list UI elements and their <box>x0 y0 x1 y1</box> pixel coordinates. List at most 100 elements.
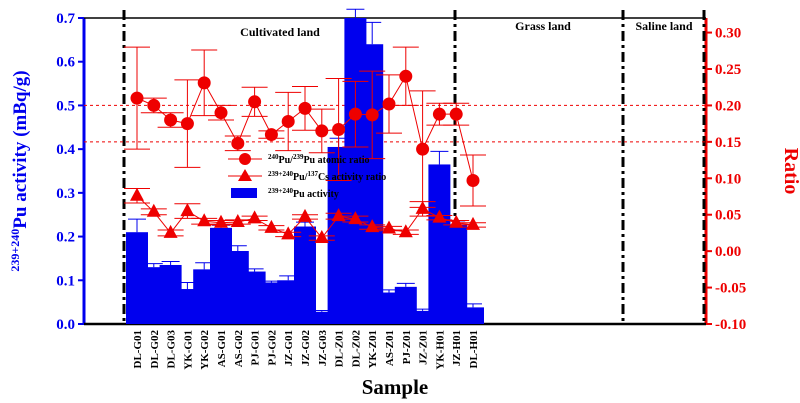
triangle-point-yk-g01 <box>180 203 195 217</box>
triangle-point-yk-z01 <box>365 219 380 233</box>
ratio-series <box>124 46 486 244</box>
legend-atomic-sup1: 240 <box>268 153 279 161</box>
legend-triangle-marker <box>238 169 252 181</box>
legend-cs-mid: Pu/ <box>293 172 308 183</box>
triangle-point-dl-g03 <box>163 224 178 238</box>
triangle-point-dl-h01 <box>466 216 480 230</box>
circle-point-as-g02 <box>231 136 245 150</box>
circle-point-dl-z01 <box>332 122 346 136</box>
circle-point-dl-z02 <box>348 107 362 121</box>
circle-point-pj-g02 <box>264 128 278 142</box>
right-y-ticks: -0.10 -0.05 0.00 0.05 0.10 0.15 0.20 0.25 0.30 <box>706 26 746 333</box>
x-tick-label-pj-z01: PJ-Z01 <box>401 330 413 364</box>
legend-circle-marker <box>239 153 251 165</box>
bar-pj-z01 <box>394 286 417 324</box>
legend-item-atomic-ratio: 240Pu/239Pu atomic ratio <box>228 153 370 166</box>
left-y-ticks: 0.0 0.1 0.2 0.3 0.4 0.5 0.6 0.7 <box>56 11 84 333</box>
legend: 240Pu/239Pu atomic ratio 239+240Pu/137Cs… <box>228 153 386 200</box>
left-y-axis-title: 239+240Pu activity (mBq/g) <box>8 70 31 271</box>
legend-activity-main: Pu activity <box>293 189 339 200</box>
x-tick-label-jz-g03: JZ-G03 <box>317 330 329 367</box>
left-tick-label-7: 0.7 <box>56 11 75 27</box>
circle-point-pj-g01 <box>248 95 262 109</box>
left-tick-label-0: 0.0 <box>56 317 75 333</box>
triangle-point-yk-h01 <box>432 209 447 223</box>
left-tick-label-4: 0.4 <box>56 142 75 158</box>
x-tick-label-yk-z01: YK-Z01 <box>367 330 379 369</box>
bar-jz-g01 <box>277 280 300 324</box>
x-tick-label-jz-h01: JZ-H01 <box>451 330 463 366</box>
triangle-point-as-z01 <box>382 220 396 234</box>
svg-text:239+240Pu activity: 239+240Pu activity <box>268 187 339 200</box>
bar-as-g01 <box>210 227 232 324</box>
triangle-point-pj-z01 <box>398 224 413 238</box>
x-tick-label-pj-g01: PJ-G01 <box>250 330 262 365</box>
circle-point-dl-g03 <box>164 113 178 127</box>
circle-point-jz-z01 <box>416 142 430 156</box>
triangle-point-pj-g02 <box>264 219 279 233</box>
right-tick-label-5: 0.15 <box>715 135 741 151</box>
reference-lines <box>84 104 706 143</box>
right-tick-label-8: 0.30 <box>715 26 741 42</box>
left-y-axis-title-sup: 239+240 <box>8 229 22 272</box>
circle-point-yk-h01 <box>432 107 446 121</box>
legend-cs-main: Cs activity ratio <box>318 172 386 183</box>
legend-atomic-sup2: 239 <box>293 153 304 161</box>
region-label-grass: Grass land <box>515 19 571 33</box>
circle-point-yk-z01 <box>365 108 379 122</box>
triangle-point-dl-z02 <box>348 211 363 225</box>
circle-point-pj-z01 <box>399 69 413 83</box>
legend-bar-swatch <box>231 188 257 198</box>
bar-dl-g01 <box>126 232 148 324</box>
bar-dl-g03 <box>159 264 182 324</box>
circle-point-as-z01 <box>382 97 396 111</box>
circle-point-dl-h01 <box>466 173 480 187</box>
x-tick-label-dl-g03: DL-G03 <box>166 330 178 369</box>
x-tick-label-jz-z01: JZ-Z01 <box>418 330 430 365</box>
circle-point-yk-g02 <box>197 76 211 90</box>
triangle-point-dl-g01 <box>130 187 144 201</box>
triangle-point-jz-z01 <box>415 200 430 214</box>
bar-yk-g02 <box>193 269 216 324</box>
x-tick-label-dl-z01: DL-Z01 <box>334 330 346 367</box>
left-tick-label-3: 0.3 <box>56 186 75 202</box>
triangle-point-as-g01 <box>214 214 228 228</box>
bar-dl-g02 <box>142 267 165 324</box>
bar-jz-g02 <box>294 226 316 324</box>
right-tick-label-7: 0.25 <box>715 62 741 78</box>
left-tick-label-6: 0.6 <box>56 55 75 71</box>
bar-pj-g02 <box>260 282 283 324</box>
triangle-point-pj-g01 <box>247 210 262 224</box>
x-tick-label-pj-g02: PJ-G02 <box>266 330 278 366</box>
left-tick-label-2: 0.2 <box>56 230 75 246</box>
x-axis-title: Sample <box>362 375 429 399</box>
bar-as-g02 <box>226 250 249 324</box>
legend-atomic-main: Pu atomic ratio <box>303 155 369 166</box>
circle-point-dl-g01 <box>130 91 144 105</box>
x-tick-label-as-g01: AS-G01 <box>216 330 228 367</box>
x-tick-label-as-g02: AS-G02 <box>233 330 245 368</box>
left-tick-label-1: 0.1 <box>56 273 75 289</box>
circle-point-jz-g02 <box>298 101 312 115</box>
circle-point-yk-g01 <box>180 117 194 131</box>
x-tick-label-jz-g02: JZ-G02 <box>300 330 312 367</box>
x-tick-label-yk-g02: YK-G02 <box>199 330 211 370</box>
region-label-saline: Saline land <box>635 19 692 33</box>
triangle-point-yk-g02 <box>197 213 212 227</box>
circle-point-jz-g01 <box>281 114 295 128</box>
right-y-axis-title: Ratio <box>780 148 800 195</box>
right-tick-label-4: 0.10 <box>715 171 741 187</box>
region-label-cultivated: Cultivated land <box>240 25 320 39</box>
x-tick-label-dl-h01: DL-H01 <box>468 330 480 369</box>
legend-cs-sup2: 137 <box>307 170 318 178</box>
circle-point-as-g01 <box>214 106 228 120</box>
x-tick-label-as-z01: AS-Z01 <box>384 330 396 366</box>
triangle-point-jz-h01 <box>449 214 464 228</box>
bar-pj-g01 <box>243 271 266 324</box>
bar-dl-h01 <box>462 307 484 324</box>
bar-series-pu-activity <box>126 8 484 324</box>
circle-point-jz-h01 <box>449 107 463 121</box>
bar-jz-z01 <box>411 310 434 324</box>
circle-point-jz-g03 <box>315 124 329 138</box>
